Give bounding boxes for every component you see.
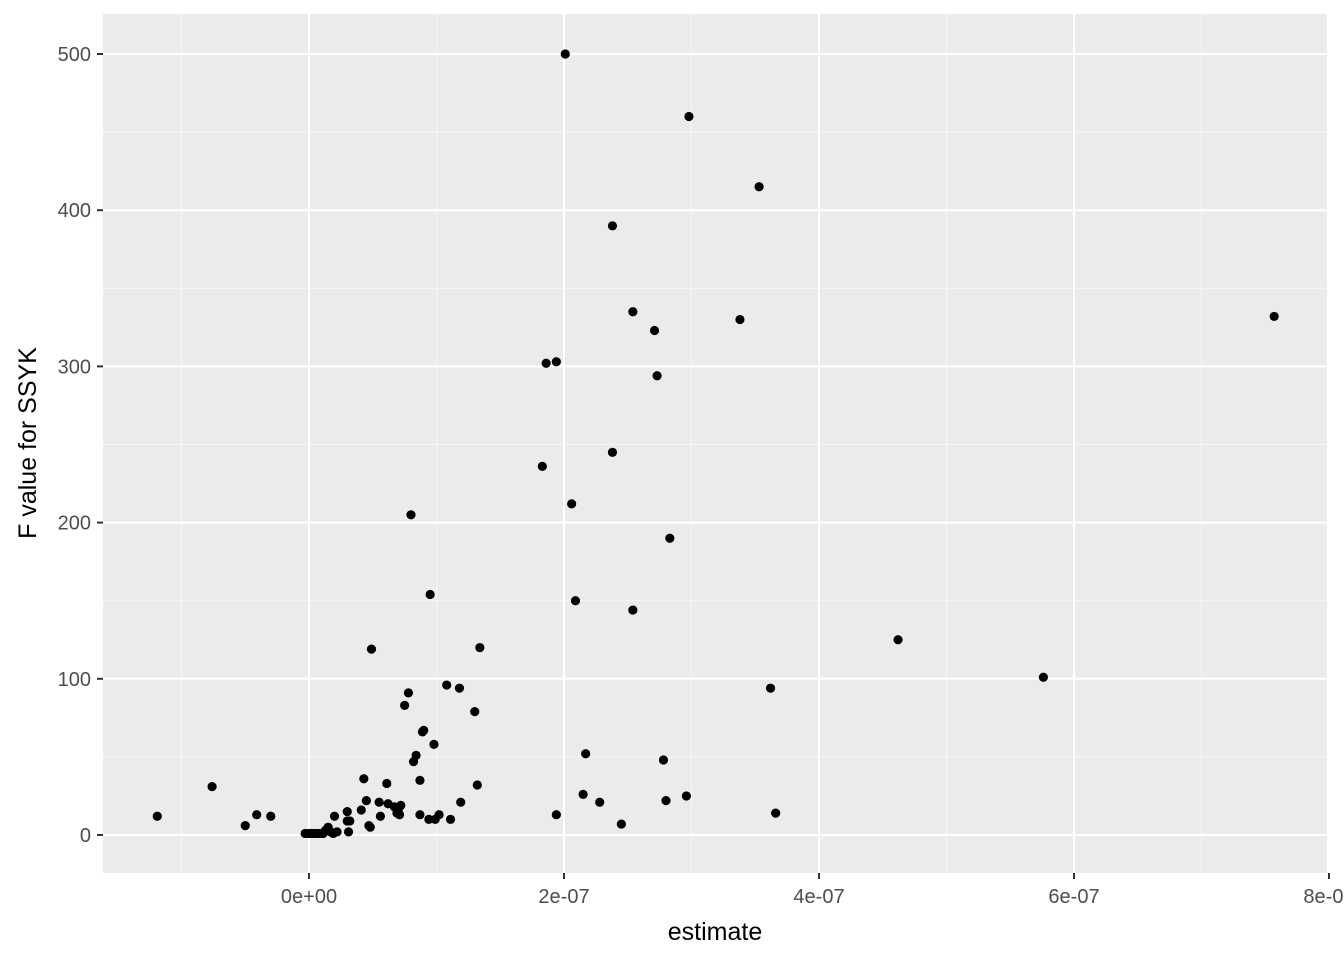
data-point — [442, 680, 452, 690]
x-tick-label: 2e-07 — [538, 886, 589, 908]
data-point — [551, 810, 561, 820]
data-point — [652, 371, 662, 381]
data-point — [567, 499, 577, 509]
data-point — [616, 819, 626, 829]
data-point — [470, 707, 480, 717]
data-point — [661, 796, 671, 806]
data-point — [375, 811, 385, 821]
data-point — [754, 182, 764, 192]
x-axis: 0e+00 2e-07 4e-07 6e-07 8e-07 — [281, 873, 1344, 908]
data-point — [207, 781, 217, 792]
y-axis-title: F value for SSYK — [14, 347, 42, 539]
data-point — [425, 589, 435, 600]
y-tick-label: 100 — [58, 669, 91, 691]
data-point — [332, 827, 342, 837]
data-point — [628, 307, 638, 317]
plot-panel — [103, 14, 1327, 873]
data-point — [1038, 672, 1048, 682]
x-tick-label: 6e-07 — [1048, 886, 1099, 908]
major-gridlines — [103, 14, 1330, 873]
data-point — [329, 811, 340, 821]
data-point — [445, 814, 456, 824]
data-point — [406, 510, 416, 520]
x-tick-label: 8e-07 — [1303, 886, 1344, 908]
data-point — [415, 775, 425, 785]
data-point — [456, 797, 466, 807]
data-point — [411, 750, 421, 760]
data-point — [607, 221, 618, 231]
data-point — [396, 800, 406, 810]
data-point — [607, 447, 618, 457]
data-point — [152, 811, 162, 821]
data-point — [424, 814, 434, 824]
data-point — [359, 774, 369, 784]
data-point — [570, 596, 581, 606]
data-point — [665, 533, 675, 543]
data-point — [252, 810, 262, 820]
y-tick-label: 500 — [58, 44, 91, 66]
data-points — [152, 49, 1279, 839]
data-point — [551, 357, 561, 367]
data-point — [595, 797, 605, 807]
data-point — [765, 683, 776, 693]
data-point — [684, 111, 694, 122]
data-point — [578, 789, 588, 799]
data-point — [581, 749, 591, 759]
data-point — [560, 49, 570, 59]
y-tick-label: 400 — [58, 200, 91, 222]
data-point — [266, 811, 276, 821]
data-point — [374, 797, 384, 807]
data-point — [361, 796, 371, 806]
data-point — [382, 778, 392, 789]
minor-gridlines — [103, 14, 1327, 873]
data-point — [400, 700, 410, 710]
data-point — [537, 461, 547, 471]
data-point — [658, 755, 669, 765]
data-point — [454, 683, 465, 693]
data-point — [681, 791, 692, 801]
data-point — [403, 688, 414, 698]
data-point — [541, 358, 551, 368]
data-point — [365, 822, 375, 832]
data-point — [419, 725, 429, 735]
data-point — [429, 739, 439, 750]
y-tick-label: 0 — [80, 825, 91, 847]
data-point — [342, 806, 352, 817]
data-point — [345, 816, 355, 826]
data-point — [735, 314, 745, 325]
data-point — [415, 810, 425, 820]
x-tick-label: 4e-07 — [793, 886, 844, 908]
data-point — [628, 605, 638, 615]
x-axis-title: estimate — [668, 918, 762, 946]
y-axis: 0 100 200 300 400 500 — [58, 44, 103, 847]
data-point — [649, 325, 660, 336]
data-point — [394, 810, 405, 820]
data-point — [472, 780, 482, 790]
data-point — [434, 810, 444, 820]
data-point — [1269, 311, 1279, 322]
x-tick-label: 0e+00 — [281, 886, 337, 908]
data-point — [475, 642, 485, 653]
data-point — [366, 644, 377, 654]
y-tick-label: 300 — [58, 356, 91, 378]
data-point — [771, 808, 781, 818]
data-point — [343, 827, 354, 837]
data-point — [356, 805, 366, 815]
data-point — [893, 635, 903, 645]
data-point — [240, 821, 250, 831]
y-tick-label: 200 — [58, 513, 91, 535]
